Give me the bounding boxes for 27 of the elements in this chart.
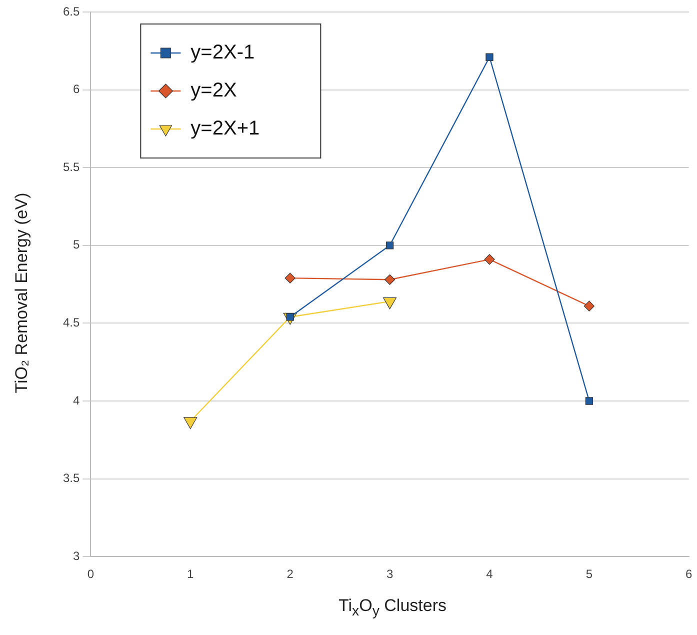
y-tick-label: 6.5: [62, 4, 80, 18]
x-axis-title: Ti$_{x}$O$_{y}$ Clusters: [338, 596, 448, 620]
y-tick-label: 5.5: [62, 160, 80, 174]
point: [386, 242, 394, 250]
y-tick-label: 4: [72, 393, 80, 408]
y-tick-label: 5: [72, 238, 80, 252]
legend-label: y=2X: [190, 80, 237, 102]
y-axis-title: TiO₂ Removal Energy (eV): [12, 192, 32, 394]
point: [284, 272, 296, 284]
legend-label: y=2X-1: [190, 42, 255, 64]
point: [384, 274, 396, 285]
y-tick-label: 4.5: [62, 316, 80, 330]
point: [585, 397, 594, 405]
x-tick-label: 3: [386, 567, 394, 582]
x-tick-label: 6: [686, 567, 693, 582]
x-tick-label: 2: [286, 567, 294, 582]
x-tick-label: 0: [87, 567, 94, 582]
y-tick-label: 3.5: [62, 471, 80, 486]
y-tick-label: 3: [72, 548, 80, 563]
y-tick-label: 6: [72, 82, 80, 96]
x-tick-label: 4: [486, 567, 494, 582]
point: [484, 254, 495, 265]
x-tick-label: 5: [586, 567, 593, 582]
point: [486, 53, 494, 61]
point: [584, 300, 594, 312]
legend-label: y=2X+1: [190, 118, 260, 140]
x-tick-label: 1: [187, 567, 194, 582]
